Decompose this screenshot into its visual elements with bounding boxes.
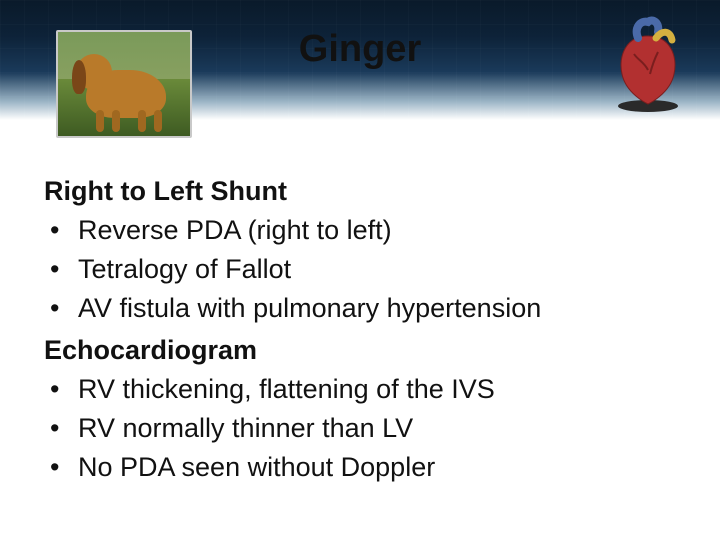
slide-body: Right to Left Shunt Reverse PDA (right t… bbox=[44, 170, 676, 487]
bullet-list: Reverse PDA (right to left) Tetralogy of… bbox=[44, 211, 676, 328]
slide: Ginger Right to Left Shunt Reverse PDA (… bbox=[0, 0, 720, 540]
heart-model-image bbox=[598, 14, 698, 114]
list-item: Reverse PDA (right to left) bbox=[44, 211, 676, 250]
dog-leg-shape bbox=[138, 110, 146, 132]
list-item: AV fistula with pulmonary hypertension bbox=[44, 289, 676, 328]
dog-ear-shape bbox=[72, 60, 86, 94]
list-item: RV thickening, flattening of the IVS bbox=[44, 370, 676, 409]
section-heading: Right to Left Shunt bbox=[44, 172, 676, 211]
heart-vessel-yellow bbox=[656, 32, 672, 40]
list-item: Tetralogy of Fallot bbox=[44, 250, 676, 289]
list-item: RV normally thinner than LV bbox=[44, 409, 676, 448]
list-item: No PDA seen without Doppler bbox=[44, 448, 676, 487]
dog-leg-shape bbox=[112, 110, 120, 132]
bullet-list: RV thickening, flattening of the IVS RV … bbox=[44, 370, 676, 487]
dog-leg-shape bbox=[154, 110, 162, 132]
dog-leg-shape bbox=[96, 110, 104, 132]
dog-photo bbox=[56, 30, 192, 138]
heart-icon bbox=[598, 14, 698, 114]
section-heading: Echocardiogram bbox=[44, 331, 676, 370]
